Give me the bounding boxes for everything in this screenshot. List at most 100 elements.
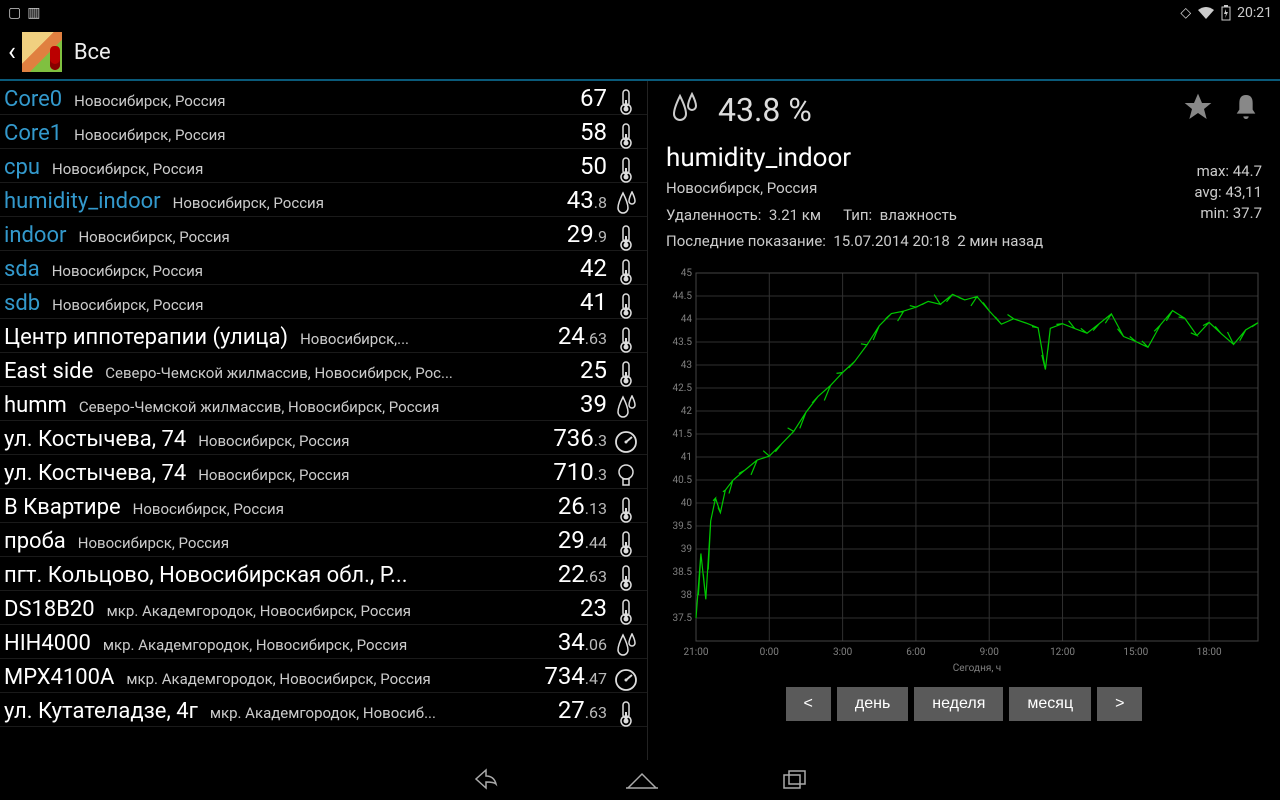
sensor-row[interactable]: MPX4100Aмкр. Академгородок, Новосибирск,… <box>0 659 647 693</box>
stat-max: max: 44.7 <box>1194 161 1262 182</box>
sensor-row[interactable]: sdaНовосибирск, Россия42 <box>0 251 647 285</box>
bell-icon[interactable] <box>1230 91 1262 123</box>
svg-text:44.5: 44.5 <box>673 291 693 302</box>
sensor-name: ул. Костычева, 74 <box>4 427 186 452</box>
gauge-icon <box>613 430 639 454</box>
sensor-row[interactable]: hummСеверо-Чемской жилмассив, Новосибирс… <box>0 387 647 421</box>
stats: max: 44.7 avg: 43,11 min: 37.7 <box>1194 161 1262 224</box>
detail-value: 43.8 % <box>718 91 812 129</box>
sensor-row[interactable]: DS18B20 мкр. Академгородок, Новосибирск, … <box>0 591 647 625</box>
gauge-icon <box>613 668 639 692</box>
sensor-name: sdb <box>4 291 40 316</box>
sensor-value: 50 <box>580 152 607 180</box>
sensor-name: cpu <box>4 155 40 180</box>
sensor-value: 29.44 <box>558 526 607 554</box>
sensor-row[interactable]: East sideСеверо-Чемской жилмассив, Новос… <box>0 353 647 387</box>
sensor-row[interactable]: ул. Костычева, 74Новосибирск, Россия736.… <box>0 421 647 455</box>
app-icon[interactable] <box>22 32 62 72</box>
clock: 20:21 <box>1237 5 1272 21</box>
back-icon[interactable]: ‹ <box>8 37 16 67</box>
svg-text:9:00: 9:00 <box>980 647 1000 658</box>
sensor-value: 24.63 <box>558 322 607 350</box>
sensor-name: ул. Костычева, 74 <box>4 461 186 486</box>
week-button[interactable]: неделя <box>914 687 1003 721</box>
distance-value: 3.21 км <box>769 206 821 224</box>
sensor-row[interactable]: пгт. Кольцово, Новосибирская обл., Р...2… <box>0 557 647 591</box>
svg-text:40.5: 40.5 <box>673 475 693 486</box>
sensor-value: 27.63 <box>558 696 607 724</box>
stat-avg: avg: 43,11 <box>1194 182 1262 203</box>
therm-icon <box>613 564 639 592</box>
drop-icon <box>613 191 639 217</box>
sensor-name: East side <box>4 359 93 384</box>
sensor-location: Новосибирск, Россия <box>52 296 580 314</box>
sensor-location: Новосибирск, Россия <box>74 126 580 144</box>
nav-home-icon[interactable] <box>624 768 660 792</box>
sensor-name: humm <box>4 393 67 418</box>
detail-panel: 43.8 % humidity_indoor Новосибирск, Росс… <box>648 81 1280 761</box>
sensor-value: 67 <box>580 84 607 112</box>
sensor-value: 58 <box>580 118 607 146</box>
sensor-value: 710.3 <box>553 458 607 486</box>
therm-icon <box>613 258 639 286</box>
sensor-row[interactable]: Core0 Новосибирск, Россия67 <box>0 81 647 115</box>
svg-text:12:00: 12:00 <box>1050 647 1075 658</box>
sensor-row[interactable]: sdbНовосибирск, Россия41 <box>0 285 647 319</box>
sensor-location: Новосибирск,... <box>300 330 558 348</box>
sensor-location: Новосибирск, Россия <box>78 228 566 246</box>
therm-icon <box>613 530 639 558</box>
sensor-location: Новосибирск, Россия <box>74 92 580 110</box>
sensor-list[interactable]: Core0Новосибирск, Россия67Core1Новосибир… <box>0 81 648 761</box>
sensor-location: Новосибирск, Россия <box>78 534 558 552</box>
sensor-row[interactable]: HIH4000мкр. Академгородок, Новосибирск, … <box>0 625 647 659</box>
type-label: Тип: <box>843 206 872 224</box>
sensor-name: ул. Кутателадзе, 4г <box>4 699 198 724</box>
sensor-row[interactable]: ул. Кутателадзе, 4гмкр. Академгородок, Н… <box>0 693 647 727</box>
svg-text:45: 45 <box>681 268 693 279</box>
therm-icon <box>613 326 639 354</box>
favorite-icon[interactable] <box>1182 91 1214 123</box>
sensor-row[interactable]: ул. Костычева, 74Новосибирск, Россия710.… <box>0 455 647 489</box>
sensor-name: DS18B20 <box>4 597 95 622</box>
next-button[interactable]: > <box>1097 687 1142 721</box>
sensor-row[interactable]: В КвартиреНовосибирск, Россия26.13 <box>0 489 647 523</box>
svg-text:43.5: 43.5 <box>673 337 693 348</box>
detail-name: humidity_indoor <box>666 143 1262 173</box>
therm-icon <box>613 496 639 524</box>
sensor-location: Новосибирск, Россия <box>173 194 567 212</box>
nav-back-icon[interactable] <box>472 768 504 792</box>
sensor-name: indoor <box>4 223 66 248</box>
svg-text:0:00: 0:00 <box>760 647 780 658</box>
svg-text:43: 43 <box>681 360 692 371</box>
sensor-value: 29.9 <box>567 220 607 248</box>
svg-text:38: 38 <box>681 590 693 601</box>
sensor-row[interactable]: humidity_indoorНовосибирск, Россия43.8 <box>0 183 647 217</box>
month-button[interactable]: месяц <box>1009 687 1091 721</box>
type-value: влажность <box>880 206 957 224</box>
status-icon: ▢ <box>8 5 21 21</box>
svg-text:39: 39 <box>681 544 692 555</box>
therm-icon <box>613 224 639 252</box>
sensor-row[interactable]: проба Новосибирск, Россия29.44 <box>0 523 647 557</box>
svg-text:41.5: 41.5 <box>673 429 693 440</box>
nav-recent-icon[interactable] <box>780 768 808 792</box>
sensor-location: мкр. Академгородок, Новосибирск, Россия <box>107 602 580 620</box>
prev-button[interactable]: < <box>786 687 831 721</box>
sensor-location: Новосибирск, Россия <box>52 262 580 280</box>
sensor-row[interactable]: indoor Новосибирск, Россия29.9 <box>0 217 647 251</box>
day-button[interactable]: день <box>837 687 908 721</box>
sync-icon: ◇ <box>1180 5 1191 21</box>
sensor-location: мкр. Академгородок, Новосибирск, Россия <box>103 636 558 654</box>
sensor-row[interactable]: Центр иппотерапии (улица)Новосибирск,...… <box>0 319 647 353</box>
battery-icon <box>1221 5 1231 21</box>
sensor-row[interactable]: cpuНовосибирск, Россия50 <box>0 149 647 183</box>
sensor-name: проба <box>4 529 66 554</box>
android-nav-bar <box>0 760 1280 800</box>
sensor-name: humidity_indoor <box>4 189 161 214</box>
wifi-icon <box>1197 6 1215 20</box>
sensor-row[interactable]: Core1Новосибирск, Россия58 <box>0 115 647 149</box>
status-bar: ▢ ▥ ◇ 20:21 <box>0 0 1280 25</box>
drop-icon <box>613 633 639 659</box>
sensor-name: Core0 <box>4 87 62 112</box>
svg-text:39.5: 39.5 <box>673 521 693 532</box>
